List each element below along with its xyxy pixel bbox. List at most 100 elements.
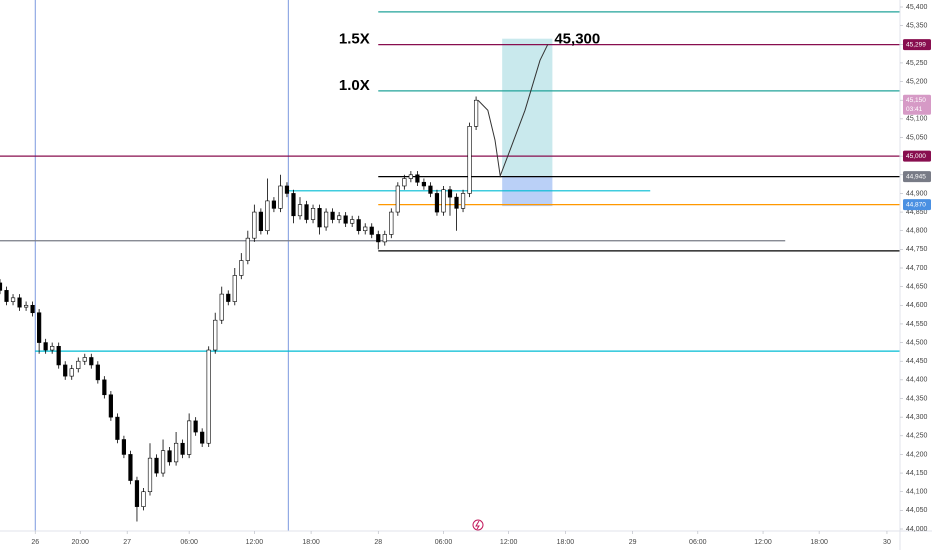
y-tick-label: 44,300 (906, 414, 928, 421)
candle-body (141, 491, 146, 507)
y-tick-label: 44,050 (906, 507, 928, 514)
x-tick-label: 06:00 (180, 539, 198, 546)
candle-body (310, 208, 316, 220)
y-tick-label: 45,200 (906, 78, 928, 85)
x-tick-label: 12:00 (246, 539, 264, 546)
candle-body (284, 185, 290, 194)
candle-body (356, 219, 361, 232)
y-tick-label: 44,500 (906, 339, 928, 346)
candle-body (304, 204, 309, 220)
candle-body (330, 211, 335, 220)
candle-body (23, 304, 29, 308)
candle-body (147, 457, 153, 493)
candle-body (428, 185, 433, 194)
y-tick-label: 44,850 (906, 209, 928, 216)
candle-body (421, 181, 427, 187)
candle-body (121, 439, 127, 455)
price-badge-label: 44,870 (906, 201, 926, 208)
annotation: 1.0X (339, 77, 370, 94)
y-tick-label: 45,350 (906, 22, 928, 29)
y-tick-label: 44,450 (906, 358, 928, 365)
candle-body (50, 345, 55, 351)
candle-body (376, 234, 381, 243)
candle-body (369, 226, 374, 235)
candle-body (76, 360, 81, 369)
x-tick-label: 18:00 (810, 539, 828, 546)
candle-body (173, 442, 179, 463)
y-tick-label: 44,400 (906, 377, 928, 384)
y-tick-label: 45,400 (906, 4, 928, 11)
candle-body (102, 379, 107, 396)
x-tick-label: 12:00 (500, 539, 518, 546)
price-badge-label: 44,945 (906, 173, 926, 180)
candle-body (297, 204, 303, 217)
candle-body (95, 364, 100, 381)
candle-body (460, 193, 466, 209)
candle-body (441, 189, 446, 213)
candle-body (17, 297, 22, 308)
y-tick-label: 44,150 (906, 470, 928, 477)
candle-body (350, 219, 355, 224)
candle-body (454, 196, 459, 209)
y-tick-label: 44,900 (906, 190, 928, 197)
candle-body (160, 450, 166, 474)
price-badge (903, 94, 931, 115)
x-tick-label: 28 (374, 539, 382, 546)
price-badge-label: 45,299 (906, 41, 926, 48)
candle-body (154, 457, 159, 474)
x-tick-label: 12:00 (754, 539, 772, 546)
y-tick-label: 44,650 (906, 283, 928, 290)
replay-icon[interactable] (472, 519, 484, 531)
y-tick-label: 44,000 (906, 526, 928, 533)
candle-body (239, 260, 244, 276)
candle-body (363, 226, 368, 232)
candle-body (265, 200, 270, 232)
candle-body (232, 275, 237, 302)
y-tick-label: 44,350 (906, 395, 928, 402)
x-tick-label: 30 (883, 539, 891, 546)
candle-body (389, 211, 394, 235)
annotation: 45,300 (554, 30, 600, 47)
candle-body (115, 416, 120, 440)
candle-body (4, 290, 9, 302)
y-tick-label: 44,100 (906, 489, 928, 496)
price-badge-label: 45,150 (906, 97, 926, 104)
candle-body (271, 200, 277, 209)
candle-body (323, 211, 329, 228)
candle-body (82, 357, 87, 362)
y-tick-label: 44,750 (906, 246, 928, 253)
y-tick-label: 44,200 (906, 451, 928, 458)
price-badge-label: 45,000 (906, 153, 926, 160)
candle-body (434, 193, 440, 213)
candle-body (108, 394, 113, 418)
plot: 1.5X 1.0X 45,300 (0, 0, 900, 531)
candle-body (252, 211, 257, 239)
candle-body (382, 234, 387, 243)
y-tick-label: 44,800 (906, 228, 928, 235)
candle-body (30, 304, 35, 314)
candle-body (291, 193, 296, 217)
price-badge (903, 150, 931, 162)
candle-body (56, 345, 61, 366)
projection-path (477, 44, 549, 178)
y-tick-label: 44,250 (906, 433, 928, 440)
x-tick-label: 18:00 (302, 539, 320, 546)
x-tick-label: 26 (31, 539, 39, 546)
x-tick-label: 29 (629, 539, 637, 546)
y-tick-label: 44,700 (906, 265, 928, 272)
candle-body (337, 215, 342, 220)
target-zone (502, 38, 553, 176)
y-tick-label: 45,100 (906, 116, 928, 123)
y-tick-label: 45,250 (906, 60, 928, 67)
candle-body (37, 312, 42, 343)
candle-body (187, 420, 192, 455)
candle-body (447, 189, 453, 198)
candle-body (473, 99, 479, 127)
candle-body (134, 480, 140, 507)
candle-body (63, 364, 68, 377)
candle-body (43, 342, 48, 351)
candle-body (226, 293, 231, 302)
candle-body (0, 282, 3, 291)
candle-body (278, 185, 283, 209)
